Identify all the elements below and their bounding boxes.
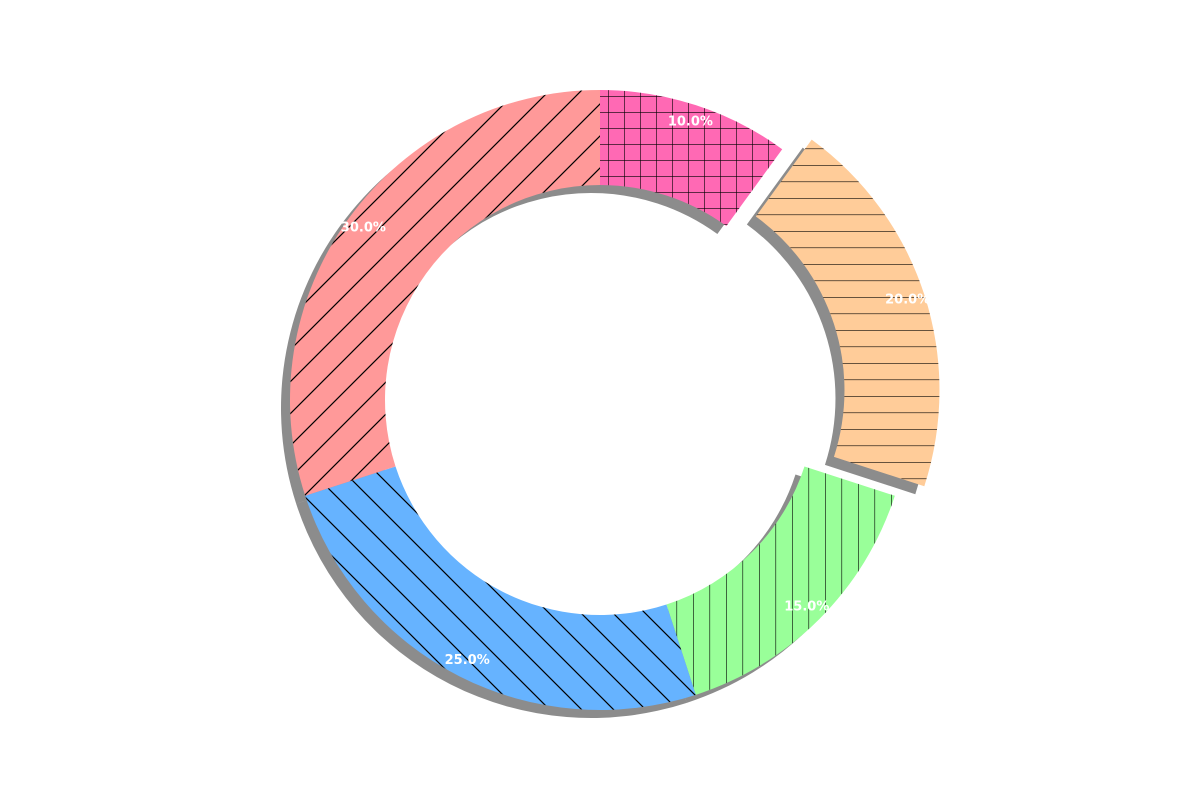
slice-pct-label-4: 25.0% xyxy=(445,653,490,668)
label-layer: 10.0% 20.0% 15.0% 25.0% 30.0% xyxy=(341,114,930,668)
slice-pct-label-3: 15.0% xyxy=(784,599,829,614)
slice-pct-label-5: 30.0% xyxy=(341,221,386,236)
pie-wedge-3 xyxy=(666,466,895,695)
wedge-layer xyxy=(289,90,940,710)
pie-wedge-4 xyxy=(305,466,696,710)
wedge-hatch-1 xyxy=(600,90,783,227)
wedge-hatch-2 xyxy=(755,139,940,487)
slice-pct-label-2: 20.0% xyxy=(885,293,930,308)
pie-wedge-2 xyxy=(755,139,940,487)
pie-wedge-5 xyxy=(289,90,600,496)
wedge-hatch-5 xyxy=(289,90,600,496)
wedge-hatch-3 xyxy=(666,466,895,695)
wedge-hatch-4 xyxy=(305,466,696,710)
pie-wedge-1 xyxy=(600,90,783,227)
slice-pct-label-1: 10.0% xyxy=(668,114,713,129)
